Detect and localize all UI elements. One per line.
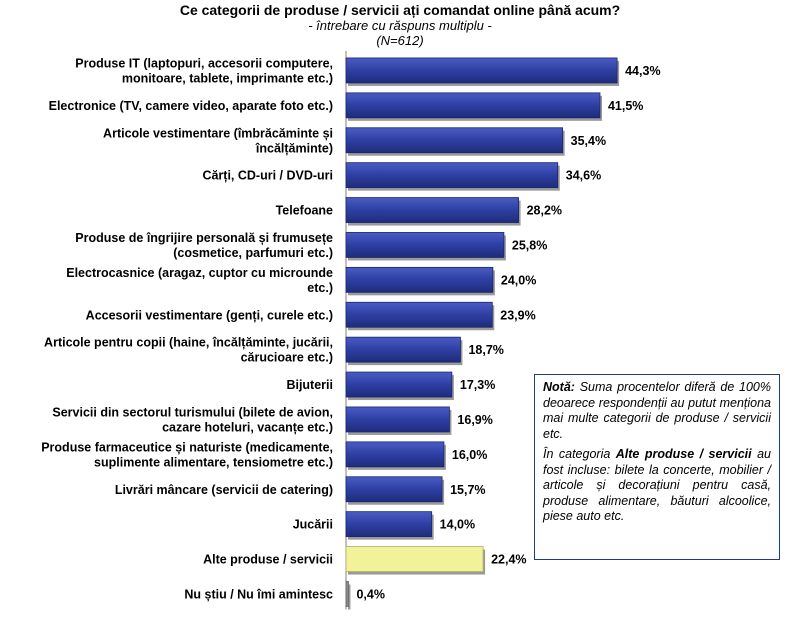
category-label-line: Nu știu / Nu îmi amintesc	[184, 587, 333, 601]
bar	[345, 162, 559, 189]
category-label-line: Electronice (TV, camere video, aparate f…	[49, 99, 333, 113]
bar	[345, 406, 450, 433]
category-label: Alte produse / servicii	[203, 553, 333, 567]
category-label-line: etc.)	[307, 281, 333, 295]
value-label: 34,6%	[566, 169, 601, 183]
note-label: Notă:	[543, 380, 575, 394]
value-label: 17,3%	[460, 378, 495, 392]
value-label: 25,8%	[512, 238, 547, 252]
category-label: Produse de îngrijire personală și frumus…	[75, 231, 333, 260]
category-label-line: Electrocasnice (aragaz, cuptor cu microu…	[66, 266, 333, 280]
note-text-2-bold: Alte produse / servicii	[615, 447, 752, 461]
note-text-2-after: au fost incluse: bilete la concerte, mob…	[543, 447, 771, 523]
note-paragraph-2: În categoria Alte produse / servicii au …	[543, 447, 771, 525]
category-label: Accesorii vestimentare (genți, curele et…	[86, 308, 333, 322]
category-label-line: Produse farmaceutice și naturiste (medic…	[41, 440, 333, 454]
bar	[345, 232, 505, 258]
category-label-line: Produse de îngrijire personală și frumus…	[75, 231, 333, 245]
category-label: Electrocasnice (aragaz, cuptor cu microu…	[66, 266, 333, 295]
category-label: Produse IT (laptopuri, accesorii compute…	[75, 56, 333, 85]
category-label-line: Servicii din sectorul turismului (bilete…	[52, 405, 333, 419]
category-label: Nu știu / Nu îmi amintesc	[184, 587, 333, 601]
bar	[345, 476, 443, 503]
category-label-line: suplimente alimentare, tensiometre etc.)	[94, 455, 333, 469]
category-label: Livrări mâncare (servicii de catering)	[115, 483, 333, 497]
bar	[345, 197, 519, 223]
bar	[345, 441, 445, 468]
bar	[345, 546, 484, 572]
category-label: Telefoane	[276, 204, 333, 218]
category-label: Electronice (TV, camere video, aparate f…	[49, 99, 333, 113]
note-paragraph-1: Notă: Suma procentelor diferă de 100% de…	[543, 380, 771, 442]
category-label-line: Telefoane	[276, 204, 333, 218]
note-box: Notă: Suma procentelor diferă de 100% de…	[534, 374, 780, 560]
category-label-line: Bijuterii	[286, 378, 333, 392]
value-label: 35,4%	[571, 134, 606, 148]
value-label: 24,0%	[501, 273, 536, 287]
category-label: Articole vestimentare (îmbrăcăminte și în…	[103, 126, 333, 155]
chart-title: Ce categorii de produse / servicii ați c…	[179, 2, 621, 18]
value-label: 0,4%	[356, 587, 385, 601]
value-label: 14,0%	[440, 518, 475, 532]
bar	[345, 371, 453, 398]
value-label: 16,0%	[452, 448, 487, 462]
value-label: 44,3%	[625, 64, 660, 78]
value-label: 22,4%	[491, 553, 526, 567]
category-label-line: Jucării	[293, 518, 333, 532]
category-label: Servicii din sectorul turismului (bilete…	[52, 405, 333, 434]
category-label-line: cărucioare etc.)	[241, 351, 333, 365]
category-label-line: Accesorii vestimentare (genți, curele et…	[86, 308, 333, 322]
value-label: 16,9%	[457, 413, 492, 427]
category-label-line: cazare hoteluri, vacanțe etc.)	[162, 420, 333, 434]
bar	[345, 336, 461, 363]
bar	[345, 266, 494, 293]
category-label-line: Articole pentru copii (haine, încălțămin…	[44, 336, 333, 350]
category-label-line: încălțăminte)	[255, 141, 333, 155]
note-text-2-before: În categoria	[543, 447, 611, 461]
value-label: 41,5%	[608, 99, 643, 113]
category-label: Produse farmaceutice și naturiste (medic…	[41, 440, 333, 469]
bar	[345, 57, 618, 84]
category-label-line: (cosmetice, parfumuri etc.)	[173, 246, 333, 260]
bar	[345, 511, 433, 538]
bar	[345, 92, 601, 119]
category-label: Bijuterii	[286, 378, 333, 392]
value-label: 23,9%	[500, 308, 535, 322]
category-label: Cărți, CD-uri / DVD-uri	[202, 169, 333, 183]
category-label-line: Cărți, CD-uri / DVD-uri	[202, 169, 333, 183]
bar	[345, 301, 493, 328]
category-label-line: Alte produse / servicii	[203, 553, 333, 567]
bar	[345, 127, 564, 154]
category-label-line: monitoare, tablete, imprimante etc.)	[122, 71, 333, 85]
category-label: Jucării	[293, 518, 333, 532]
value-label: 18,7%	[468, 343, 503, 357]
bar	[345, 581, 349, 607]
category-label: Articole pentru copii (haine, încălțămin…	[44, 336, 333, 365]
category-label-line: Articole vestimentare (îmbrăcăminte și	[103, 126, 333, 140]
value-label: 28,2%	[527, 204, 562, 218]
title-block: Ce categorii de produse / servicii ați c…	[0, 2, 800, 48]
category-label-line: Livrări mâncare (servicii de catering)	[115, 483, 333, 497]
value-label: 15,7%	[450, 483, 485, 497]
category-label-line: Produse IT (laptopuri, accesorii compute…	[75, 56, 333, 70]
sample-size: (N=612)	[376, 33, 424, 48]
note-text-1: Suma procentelor diferă de 100% deoarece…	[543, 380, 771, 441]
bars-group: 44,3% Produse IT (laptopuri, accesorii co…	[41, 51, 661, 610]
bar-shadow	[348, 584, 351, 610]
chart-subtitle: - întrebare cu răspuns multiplu -	[308, 18, 492, 33]
